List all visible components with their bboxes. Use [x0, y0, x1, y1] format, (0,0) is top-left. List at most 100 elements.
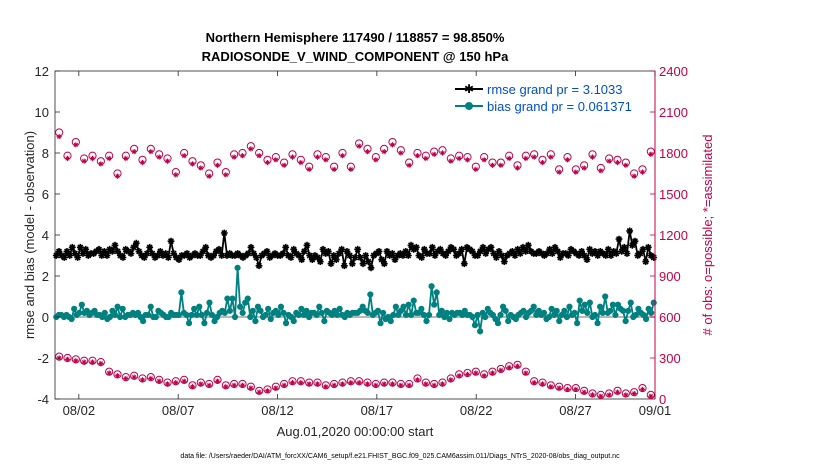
series-1-point-147 — [428, 283, 435, 290]
series-0-point-75 — [252, 254, 260, 261]
series-3-point-2 — [73, 142, 79, 148]
series-1-point-53 — [188, 311, 195, 319]
series-0-point-172 — [511, 252, 519, 259]
legend-box — [450, 76, 647, 116]
series-3-point-3 — [81, 158, 87, 164]
series-0-point-144 — [436, 245, 444, 253]
series-1-point-214 — [599, 309, 606, 316]
series-0-point-121 — [375, 248, 383, 255]
x-tick-label-3: 08/17 — [361, 403, 394, 418]
series-3-point-4 — [89, 155, 96, 162]
series-3-point-0 — [56, 134, 62, 140]
series-1-point-197 — [556, 318, 563, 325]
series-5-point-70 — [639, 386, 646, 392]
series-0-point-19 — [103, 252, 111, 259]
series-1-point-93 — [290, 318, 297, 325]
y-right-tick-label-6: 1800 — [659, 146, 688, 161]
y-tick-label-0: -4 — [37, 392, 49, 407]
series-0-point-86 — [282, 243, 290, 251]
series-3-point-53 — [498, 162, 504, 168]
series-0-point-44 — [170, 250, 178, 257]
series-0-point-123 — [380, 260, 388, 268]
series-5-point-64 — [589, 392, 596, 398]
series-5-point-19 — [214, 378, 221, 384]
series-3-point-1 — [64, 155, 71, 162]
series-1-point-71 — [234, 264, 241, 271]
series-3-point-14 — [173, 172, 179, 178]
series-0-point-131 — [402, 248, 410, 255]
series-0-point-118 — [367, 264, 375, 272]
series-0-point-137 — [418, 254, 426, 261]
series-3-point-37 — [364, 149, 371, 155]
series-5-point-55 — [514, 363, 521, 369]
series-1-point-123 — [367, 291, 374, 298]
series-1-point-208 — [584, 309, 591, 316]
series-0-point-62 — [218, 252, 226, 259]
series-1-point-82 — [262, 311, 269, 319]
series-3-point-6 — [106, 155, 112, 162]
series-1-point-80 — [257, 307, 264, 314]
series-5-point-37 — [364, 381, 371, 387]
series-0-point-95 — [306, 252, 314, 259]
series-0-point-199 — [583, 256, 591, 263]
series-0-point-159 — [476, 248, 484, 255]
series-1-point-200 — [563, 313, 571, 321]
series-0-point-106 — [335, 250, 343, 257]
series-3-point-28 — [289, 154, 296, 160]
series-1-point-84 — [267, 315, 274, 323]
series-1-point-72 — [237, 303, 244, 310]
chart-title: Northern Hemisphere 117490 / 118857 = 98… — [206, 30, 505, 45]
series-1-point-143 — [418, 305, 425, 312]
series-0-point-74 — [250, 250, 258, 257]
x-tick-label-2: 08/12 — [261, 403, 294, 418]
series-0-point-133 — [407, 241, 415, 249]
series-3-point-59 — [548, 154, 554, 160]
series-0-point-5 — [66, 252, 74, 259]
series-0-point-7 — [71, 250, 79, 257]
y-tick-label-1: -2 — [37, 351, 49, 366]
series-1-point-19 — [101, 309, 108, 316]
legend-rmse-label: rmse grand pr = 3.1033 — [487, 82, 623, 97]
series-1-point-51 — [183, 311, 190, 319]
series-0-point-147 — [444, 248, 452, 255]
series-0-point-189 — [556, 254, 564, 261]
series-1-point-34 — [139, 318, 147, 325]
series-0-point-168 — [500, 258, 508, 265]
series-5-point-2 — [73, 358, 79, 364]
series-1-point-140 — [410, 297, 417, 304]
series-3-point-18 — [206, 173, 212, 179]
x-tick-label-6: 09/01 — [639, 403, 672, 418]
x-tick-label-1: 08/07 — [162, 403, 195, 418]
plot-area — [54, 70, 656, 400]
series-1-point-164 — [471, 322, 479, 329]
series-3-point-67 — [614, 160, 621, 166]
series-0-point-156 — [468, 248, 476, 255]
series-0-point-73 — [247, 243, 255, 251]
series-1-point-75 — [244, 295, 251, 302]
series-1-point-211 — [591, 311, 599, 319]
series-0-point-202 — [591, 248, 599, 255]
series-5-point-14 — [173, 380, 179, 386]
series-1-point-10 — [78, 301, 85, 308]
series-0-point-151 — [455, 250, 463, 257]
series-1-point-37 — [147, 303, 154, 310]
legend-rmse-marker: ✱ — [464, 82, 474, 96]
series-0-point-35 — [146, 243, 154, 251]
series-0-point-22 — [111, 241, 119, 249]
series-0-point-224 — [650, 254, 658, 261]
series-0-point-187 — [551, 243, 559, 251]
series-3-point-7 — [114, 173, 121, 179]
series-1-point-103 — [316, 303, 323, 310]
series-0-point-17 — [98, 252, 106, 259]
series-1-point-131 — [387, 318, 394, 325]
series-3-point-23 — [248, 146, 254, 152]
series-0-point-211 — [615, 235, 623, 243]
series-0-point-171 — [508, 248, 516, 255]
series-1-point-145 — [423, 318, 430, 325]
series-1-point-174 — [497, 311, 504, 319]
series-5-point-32 — [323, 384, 329, 390]
series-5-point-58 — [539, 381, 546, 387]
series-5-point-46 — [439, 381, 446, 387]
series-1-point-6 — [68, 315, 75, 323]
series-0-point-177 — [524, 241, 532, 249]
